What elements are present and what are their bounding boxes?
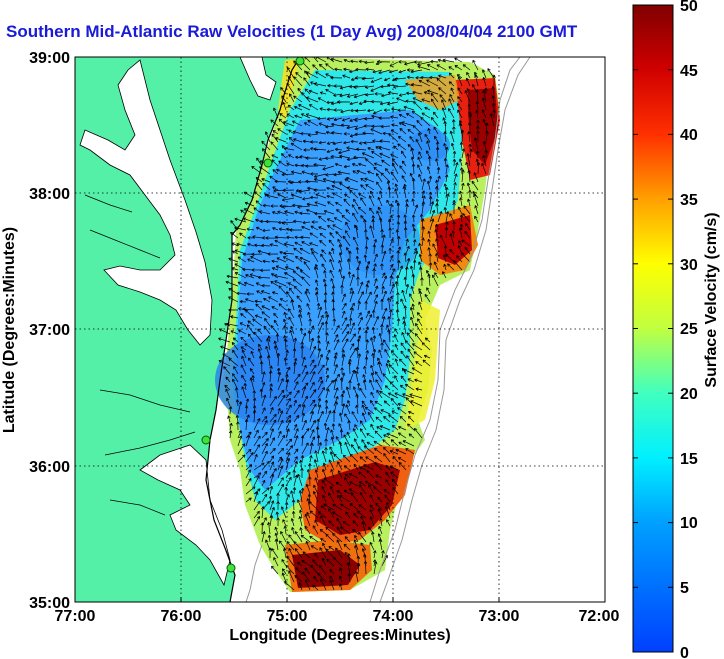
radar-station-marker bbox=[263, 158, 273, 168]
y-tick-label: 39:00 bbox=[29, 50, 70, 67]
colorbar-tick-label: 10 bbox=[680, 515, 698, 532]
radar-station-marker bbox=[226, 563, 236, 573]
pamlico-sound bbox=[139, 444, 231, 587]
radar-station-marker bbox=[295, 56, 305, 66]
y-tick-label: 35:00 bbox=[29, 595, 70, 612]
colorbar-tick-label: 50 bbox=[680, 0, 698, 15]
y-tick-label: 37:00 bbox=[29, 322, 70, 339]
y-tick-label: 38:00 bbox=[29, 186, 70, 203]
colorbar-tick-label: 40 bbox=[680, 127, 698, 144]
plot-frame bbox=[74, 56, 606, 603]
bathymetry-contour bbox=[369, 57, 521, 602]
colorbar-tick-label: 0 bbox=[680, 645, 689, 659]
colorbar-tick-label: 20 bbox=[680, 386, 698, 403]
colorbar-tick-label: 5 bbox=[680, 580, 689, 597]
colorbar-label: Surface Velocity (cm/s) bbox=[703, 212, 720, 387]
x-tick-label: 74:00 bbox=[373, 608, 414, 625]
map-title: Southern Mid-Atlantic Raw Velocities (1 … bbox=[6, 22, 578, 41]
x-tick-label: 72:00 bbox=[579, 608, 620, 625]
delaware-bay bbox=[239, 57, 277, 101]
colorbar-tick-label: 15 bbox=[680, 451, 698, 468]
y-axis-label: Latitude (Degrees:Minutes) bbox=[1, 227, 18, 433]
radar-station-marker bbox=[201, 435, 211, 445]
x-tick-label: 75:00 bbox=[267, 608, 308, 625]
grid-lines bbox=[75, 57, 605, 602]
colorbar-tick-label: 25 bbox=[680, 321, 698, 338]
colorbar-tick-label: 35 bbox=[680, 192, 698, 209]
chesapeake-bay bbox=[79, 59, 213, 346]
colorbar-tick-label: 30 bbox=[680, 257, 698, 274]
x-tick-label: 76:00 bbox=[161, 608, 202, 625]
colorbar bbox=[632, 4, 674, 653]
x-tick-label: 77:00 bbox=[55, 608, 96, 625]
y-tick-label: 36:00 bbox=[29, 459, 70, 476]
coastline bbox=[205, 56, 301, 603]
colorbar-tick-label: 45 bbox=[680, 63, 698, 80]
x-tick-label: 73:00 bbox=[479, 608, 520, 625]
x-axis-label: Longitude (Degrees:Minutes) bbox=[229, 627, 450, 644]
